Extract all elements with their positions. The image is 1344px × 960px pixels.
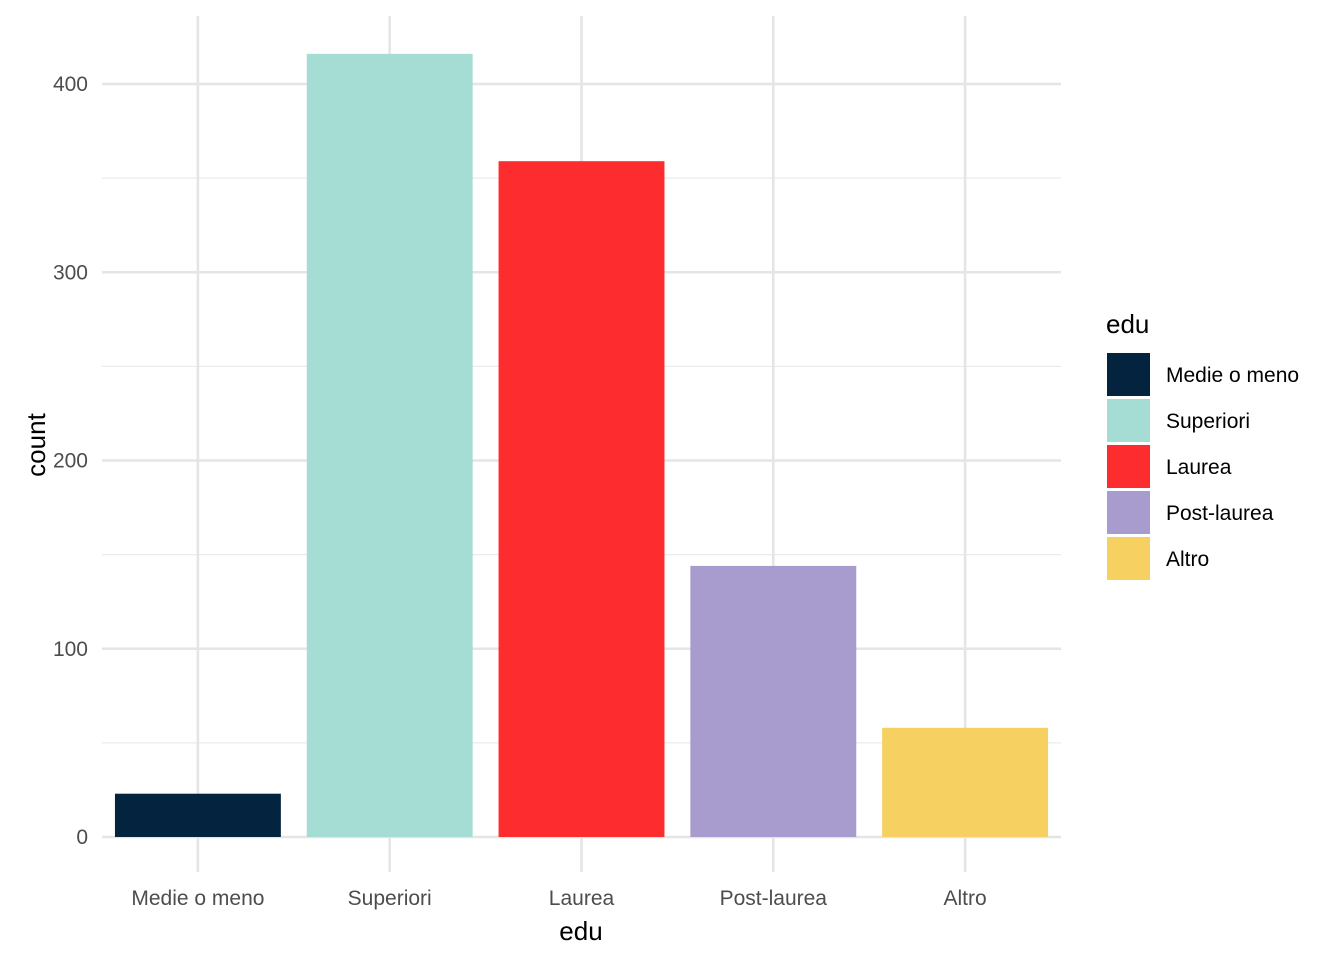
x-tick-label: Superiori [348, 887, 432, 910]
legend-label: Altro [1166, 548, 1209, 571]
legend-swatch [1107, 445, 1150, 488]
legend-swatch [1107, 491, 1150, 534]
legend-swatch [1107, 537, 1150, 580]
legend-swatch [1107, 353, 1150, 396]
x-axis-title: edu [559, 916, 602, 946]
bars [114, 53, 1049, 837]
bar-post-laurea [690, 565, 857, 837]
bar-altro [882, 727, 1049, 837]
legend-items: Medie o meno Superiori Laurea Post-laurea Al… [1107, 353, 1299, 580]
x-tick-label: Laurea [549, 887, 615, 910]
legend-swatch [1107, 399, 1150, 442]
y-tick-label: 0 [76, 826, 88, 849]
x-axis-ticks: Medie o meno Superiori Laurea Post-laurea Al… [131, 887, 986, 910]
bar-medie-o-meno [114, 793, 281, 837]
x-tick-label: Altro [944, 887, 987, 910]
bar-laurea [498, 161, 665, 837]
legend: edu Medie o meno Superiori Laurea Post-laur… [1106, 309, 1299, 580]
y-tick-label: 200 [53, 450, 88, 473]
legend-label: Medie o meno [1166, 364, 1299, 387]
y-tick-label: 100 [53, 638, 88, 661]
y-axis-title: count [21, 412, 51, 476]
y-tick-label: 400 [53, 73, 88, 96]
legend-label: Superiori [1166, 410, 1250, 433]
x-tick-label: Post-laurea [720, 887, 828, 910]
y-axis-ticks: 0 100 200 300 400 [53, 73, 88, 849]
legend-label: Post-laurea [1166, 502, 1274, 525]
legend-title: edu [1106, 309, 1149, 339]
x-tick-label: Medie o meno [131, 887, 264, 910]
y-tick-label: 300 [53, 261, 88, 284]
bar-superiori [306, 53, 473, 837]
legend-label: Laurea [1166, 456, 1232, 479]
